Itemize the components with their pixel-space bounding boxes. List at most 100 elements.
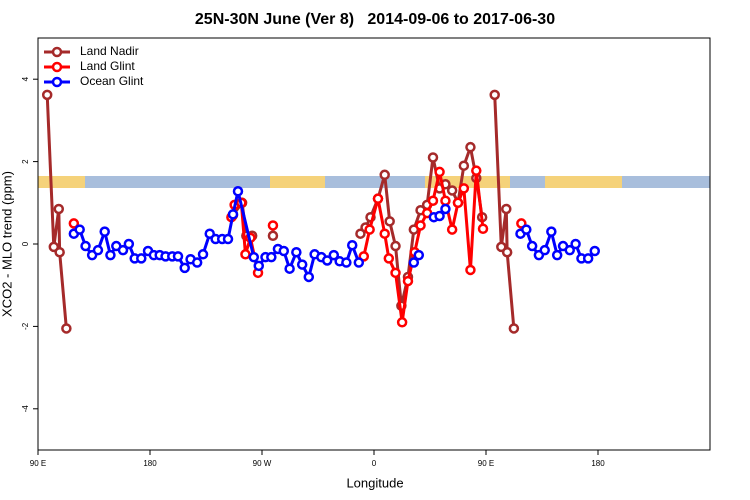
band-ocean — [85, 176, 270, 188]
band-land — [270, 176, 325, 188]
data-point — [521, 224, 532, 235]
data-point — [74, 224, 85, 235]
band-ocean — [622, 176, 710, 188]
data-point — [508, 323, 520, 334]
data-point — [379, 169, 390, 181]
legend-label: Ocean Glint — [80, 74, 144, 88]
data-point — [446, 185, 458, 196]
data-point — [248, 251, 260, 263]
y-tick-label: 0 — [21, 241, 30, 246]
data-point — [440, 195, 451, 206]
data-point — [564, 244, 576, 256]
data-point — [222, 233, 234, 245]
data-point — [197, 249, 209, 260]
region-band — [38, 176, 710, 188]
data-point — [396, 317, 408, 328]
y-tick-label: -2 — [21, 322, 30, 330]
legend-marker — [51, 76, 63, 88]
data-point — [68, 218, 80, 229]
data-point — [489, 89, 500, 101]
data-point — [390, 267, 401, 279]
data-point — [402, 275, 414, 287]
data-point — [570, 238, 581, 250]
data-point — [384, 216, 395, 227]
data-point — [266, 251, 277, 263]
data-point — [284, 263, 295, 274]
data-point — [458, 160, 470, 171]
data-point — [452, 197, 464, 209]
data-point — [54, 246, 65, 258]
data-point — [434, 210, 445, 222]
x-tick-label: 0 — [372, 459, 377, 468]
y-tick-label: 2 — [21, 159, 30, 164]
data-point — [92, 244, 104, 256]
data-point — [353, 257, 365, 268]
data-point — [253, 260, 265, 272]
legend-marker — [51, 46, 63, 58]
data-point — [589, 245, 601, 257]
y-tick-label: -4 — [21, 405, 30, 413]
data-point — [53, 203, 65, 215]
band-land — [545, 176, 622, 188]
data-point — [61, 323, 72, 334]
data-point — [172, 251, 184, 262]
data-point — [539, 244, 550, 256]
data-point — [321, 255, 333, 266]
data-point — [341, 257, 352, 268]
data-point — [328, 249, 340, 261]
data-point — [440, 203, 451, 215]
x-tick-label: 90 W — [253, 459, 272, 468]
data-point — [582, 253, 594, 264]
data-point — [526, 240, 538, 252]
data-point — [427, 195, 439, 206]
data-point — [458, 183, 470, 194]
data-point — [465, 141, 476, 153]
data-point — [372, 193, 384, 204]
y-axis-label: XCO2 - MLO trend (ppm) — [0, 171, 14, 317]
band-ocean — [325, 176, 425, 188]
data-point — [408, 257, 420, 268]
x-tick-label: 180 — [591, 459, 605, 468]
x-tick-label: 90 E — [478, 459, 494, 468]
data-point — [291, 246, 302, 258]
data-point — [551, 249, 563, 261]
data-point — [364, 224, 375, 235]
data-point — [117, 244, 129, 256]
x-tick-label: 180 — [143, 459, 157, 468]
data-point — [267, 220, 279, 231]
data-point — [477, 223, 489, 235]
data-point — [379, 228, 390, 239]
data-point — [123, 238, 135, 250]
band-land — [38, 176, 85, 188]
data-point — [471, 165, 482, 176]
data-point — [278, 245, 290, 257]
data-point — [390, 240, 401, 252]
data-point — [296, 259, 308, 270]
band-ocean — [510, 176, 545, 188]
data-point — [267, 230, 279, 242]
data-point — [415, 220, 426, 231]
data-point — [501, 246, 513, 258]
data-point — [446, 224, 458, 235]
data-point — [413, 249, 425, 261]
data-point — [303, 271, 315, 283]
data-point — [105, 249, 116, 261]
plot-frame — [37, 37, 711, 451]
data-point — [179, 262, 190, 274]
x-tick-label: 90 E — [30, 459, 46, 468]
data-point — [80, 240, 91, 252]
legend-label: Land Nadir — [80, 44, 139, 58]
x-axis-label: Longitude — [346, 475, 403, 490]
data-point — [227, 209, 239, 220]
data-point — [136, 253, 147, 264]
data-point — [427, 152, 439, 163]
y-tick-label: 4 — [21, 76, 30, 81]
data-point — [383, 253, 395, 264]
data-point — [232, 186, 244, 197]
data-point — [41, 89, 53, 101]
chart-title: 25N-30N June (Ver 8) 2014-09-06 to 2017-… — [195, 11, 555, 28]
data-point — [501, 203, 512, 215]
data-point — [240, 249, 251, 260]
data-point — [191, 257, 203, 268]
